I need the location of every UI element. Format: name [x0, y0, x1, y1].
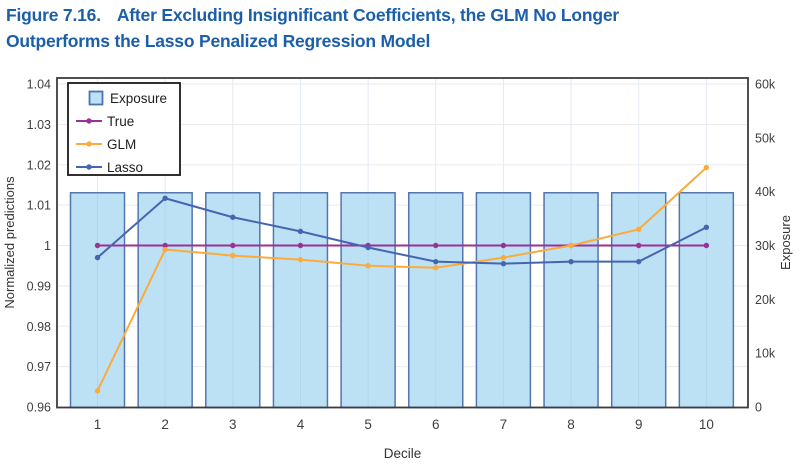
lasso-point	[636, 258, 642, 265]
figure-title-text1: After Excluding Insignificant Coefficien…	[116, 5, 619, 25]
x-axis-tick-label: 3	[229, 417, 237, 432]
x-axis-tick-label: 9	[635, 417, 643, 432]
glm-point	[297, 256, 304, 263]
lasso-point	[297, 228, 304, 235]
left-axis-tick-label: 1.04	[27, 78, 51, 92]
x-axis-title: Decile	[384, 446, 422, 461]
glm-point	[703, 164, 710, 171]
true-point	[94, 242, 101, 249]
legend-item-label: Exposure	[110, 91, 167, 106]
legend-item-label: Lasso	[107, 160, 143, 175]
left-axis-tick-label: 1.02	[27, 158, 51, 172]
x-axis-tick-label: 4	[297, 417, 305, 432]
combo-chart: 1.04 1.03 1.02 1.01 1 0.99 0.98 0.97 0.96 60k 50k 4…	[2, 77, 793, 461]
true-point	[500, 242, 507, 249]
left-axis-tick-label: 1	[44, 239, 51, 253]
lasso-point	[94, 254, 101, 261]
right-axis-tick-label: 20k	[755, 293, 776, 307]
lasso-point	[162, 195, 168, 201]
right-axis-tick-label: 0	[755, 401, 762, 415]
figure-title-line1: Figure 7.16. After Excluding Insignifican…	[6, 2, 798, 28]
plot-border	[56, 77, 749, 409]
left-axis-tick-label: 1.01	[27, 199, 51, 213]
left-axis-tick-label: 1.03	[27, 118, 51, 132]
lasso-point	[500, 260, 507, 267]
true-point	[230, 242, 236, 249]
left-axis-title: Normalized predictions	[2, 176, 17, 309]
x-axis-tick-label: 6	[432, 417, 440, 432]
legend-exposure-swatch	[88, 90, 104, 106]
figure-number: Figure 7.16.	[6, 5, 101, 25]
true-point	[162, 242, 168, 249]
legend-line-swatch-dot	[86, 118, 92, 124]
glm-point	[365, 262, 371, 269]
right-axis-tick-label: 50k	[755, 131, 776, 145]
glm-point	[568, 242, 574, 249]
true-point	[297, 242, 304, 249]
figure-title: Figure 7.16. After Excluding Insignifican…	[6, 2, 798, 54]
right-axis-tick-label: 10k	[755, 347, 776, 361]
legend-box	[67, 82, 181, 176]
legend-line-swatch-dot	[86, 164, 92, 170]
figure-title-line2: Outperforms the Lasso Penalized Regressi…	[6, 31, 431, 51]
right-axis-tick-label: 40k	[755, 185, 776, 199]
lasso-point	[230, 214, 236, 220]
lasso-point	[703, 224, 710, 231]
x-axis-tick-label: 2	[161, 417, 169, 432]
true-point	[636, 242, 642, 249]
left-axis-tick-label: 0.96	[27, 401, 51, 415]
x-axis-tick-label: 1	[94, 417, 102, 432]
x-axis-tick-label: 8	[567, 417, 575, 432]
left-axis-tick-label: 0.98	[27, 320, 51, 334]
right-axis-tick-label: 60k	[755, 78, 776, 92]
true-point	[703, 242, 710, 249]
glm-point	[433, 265, 439, 271]
legend-line-swatch-dot	[86, 141, 92, 147]
right-axis-tick-label: 30k	[755, 239, 776, 253]
left-axis-tick-label: 0.97	[27, 360, 51, 374]
lasso-point	[365, 244, 371, 251]
true-point	[433, 242, 439, 249]
left-axis-tick-label: 0.99	[27, 279, 51, 293]
glm-point	[636, 226, 642, 233]
legend-item-label: GLM	[107, 137, 136, 152]
glm-point	[230, 252, 236, 259]
lasso-line	[96, 197, 707, 265]
right-axis-title: Exposure	[778, 215, 793, 270]
glm-line	[96, 166, 708, 392]
x-axis-tick-label: 7	[500, 417, 508, 432]
x-axis-tick-label: 10	[699, 417, 714, 432]
glm-point	[162, 246, 168, 253]
glm-point	[94, 388, 101, 394]
legend-item-label: True	[107, 114, 134, 129]
x-axis-tick-label: 5	[364, 417, 372, 432]
glm-point	[500, 254, 507, 261]
legend: Exposure True GLM Lasso	[67, 82, 181, 176]
lasso-point	[568, 258, 574, 265]
lasso-point	[433, 258, 439, 265]
